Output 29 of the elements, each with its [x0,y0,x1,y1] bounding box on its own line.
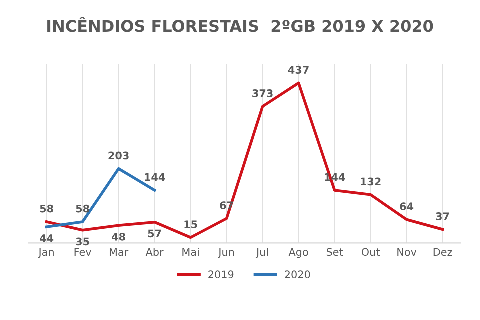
chart-title: INCÊNDIOS FLORESTAIS 2ºGB 2019 X 2020 [48,17,434,32]
data-label: 437 [288,66,309,74]
data-label: 132 [361,178,381,186]
x-tick-label: Jan [38,248,54,258]
x-tick-label: Out [362,248,380,256]
data-label: 15 [184,220,198,228]
data-label: 48 [112,233,126,241]
legend-label: 2020 [285,270,310,279]
data-label: 373 [252,90,273,98]
legend-label: 2019 [208,270,234,279]
data-label: 35 [76,238,90,246]
data-label: 57 [148,230,162,238]
data-label: 58 [40,204,54,213]
data-label: 58 [76,204,90,213]
data-label: 144 [145,174,166,182]
x-tick-label: Nov [398,248,417,256]
data-label: 44 [40,234,54,242]
x-tick-label: Ago [288,248,308,258]
x-tick-label: Jul [256,248,268,258]
x-tick-label: Fev [74,248,92,256]
data-label: 203 [108,152,129,160]
x-tick-label: Mai [182,248,199,256]
data-label: 37 [436,212,450,220]
x-tick-label: Jun [218,248,234,258]
x-tick-label: Dez [434,248,452,256]
data-label: 64 [400,202,414,211]
x-tick-label: Abr [146,248,164,256]
x-tick-label: Set [326,248,344,256]
x-tick-label: Mar [110,248,129,256]
